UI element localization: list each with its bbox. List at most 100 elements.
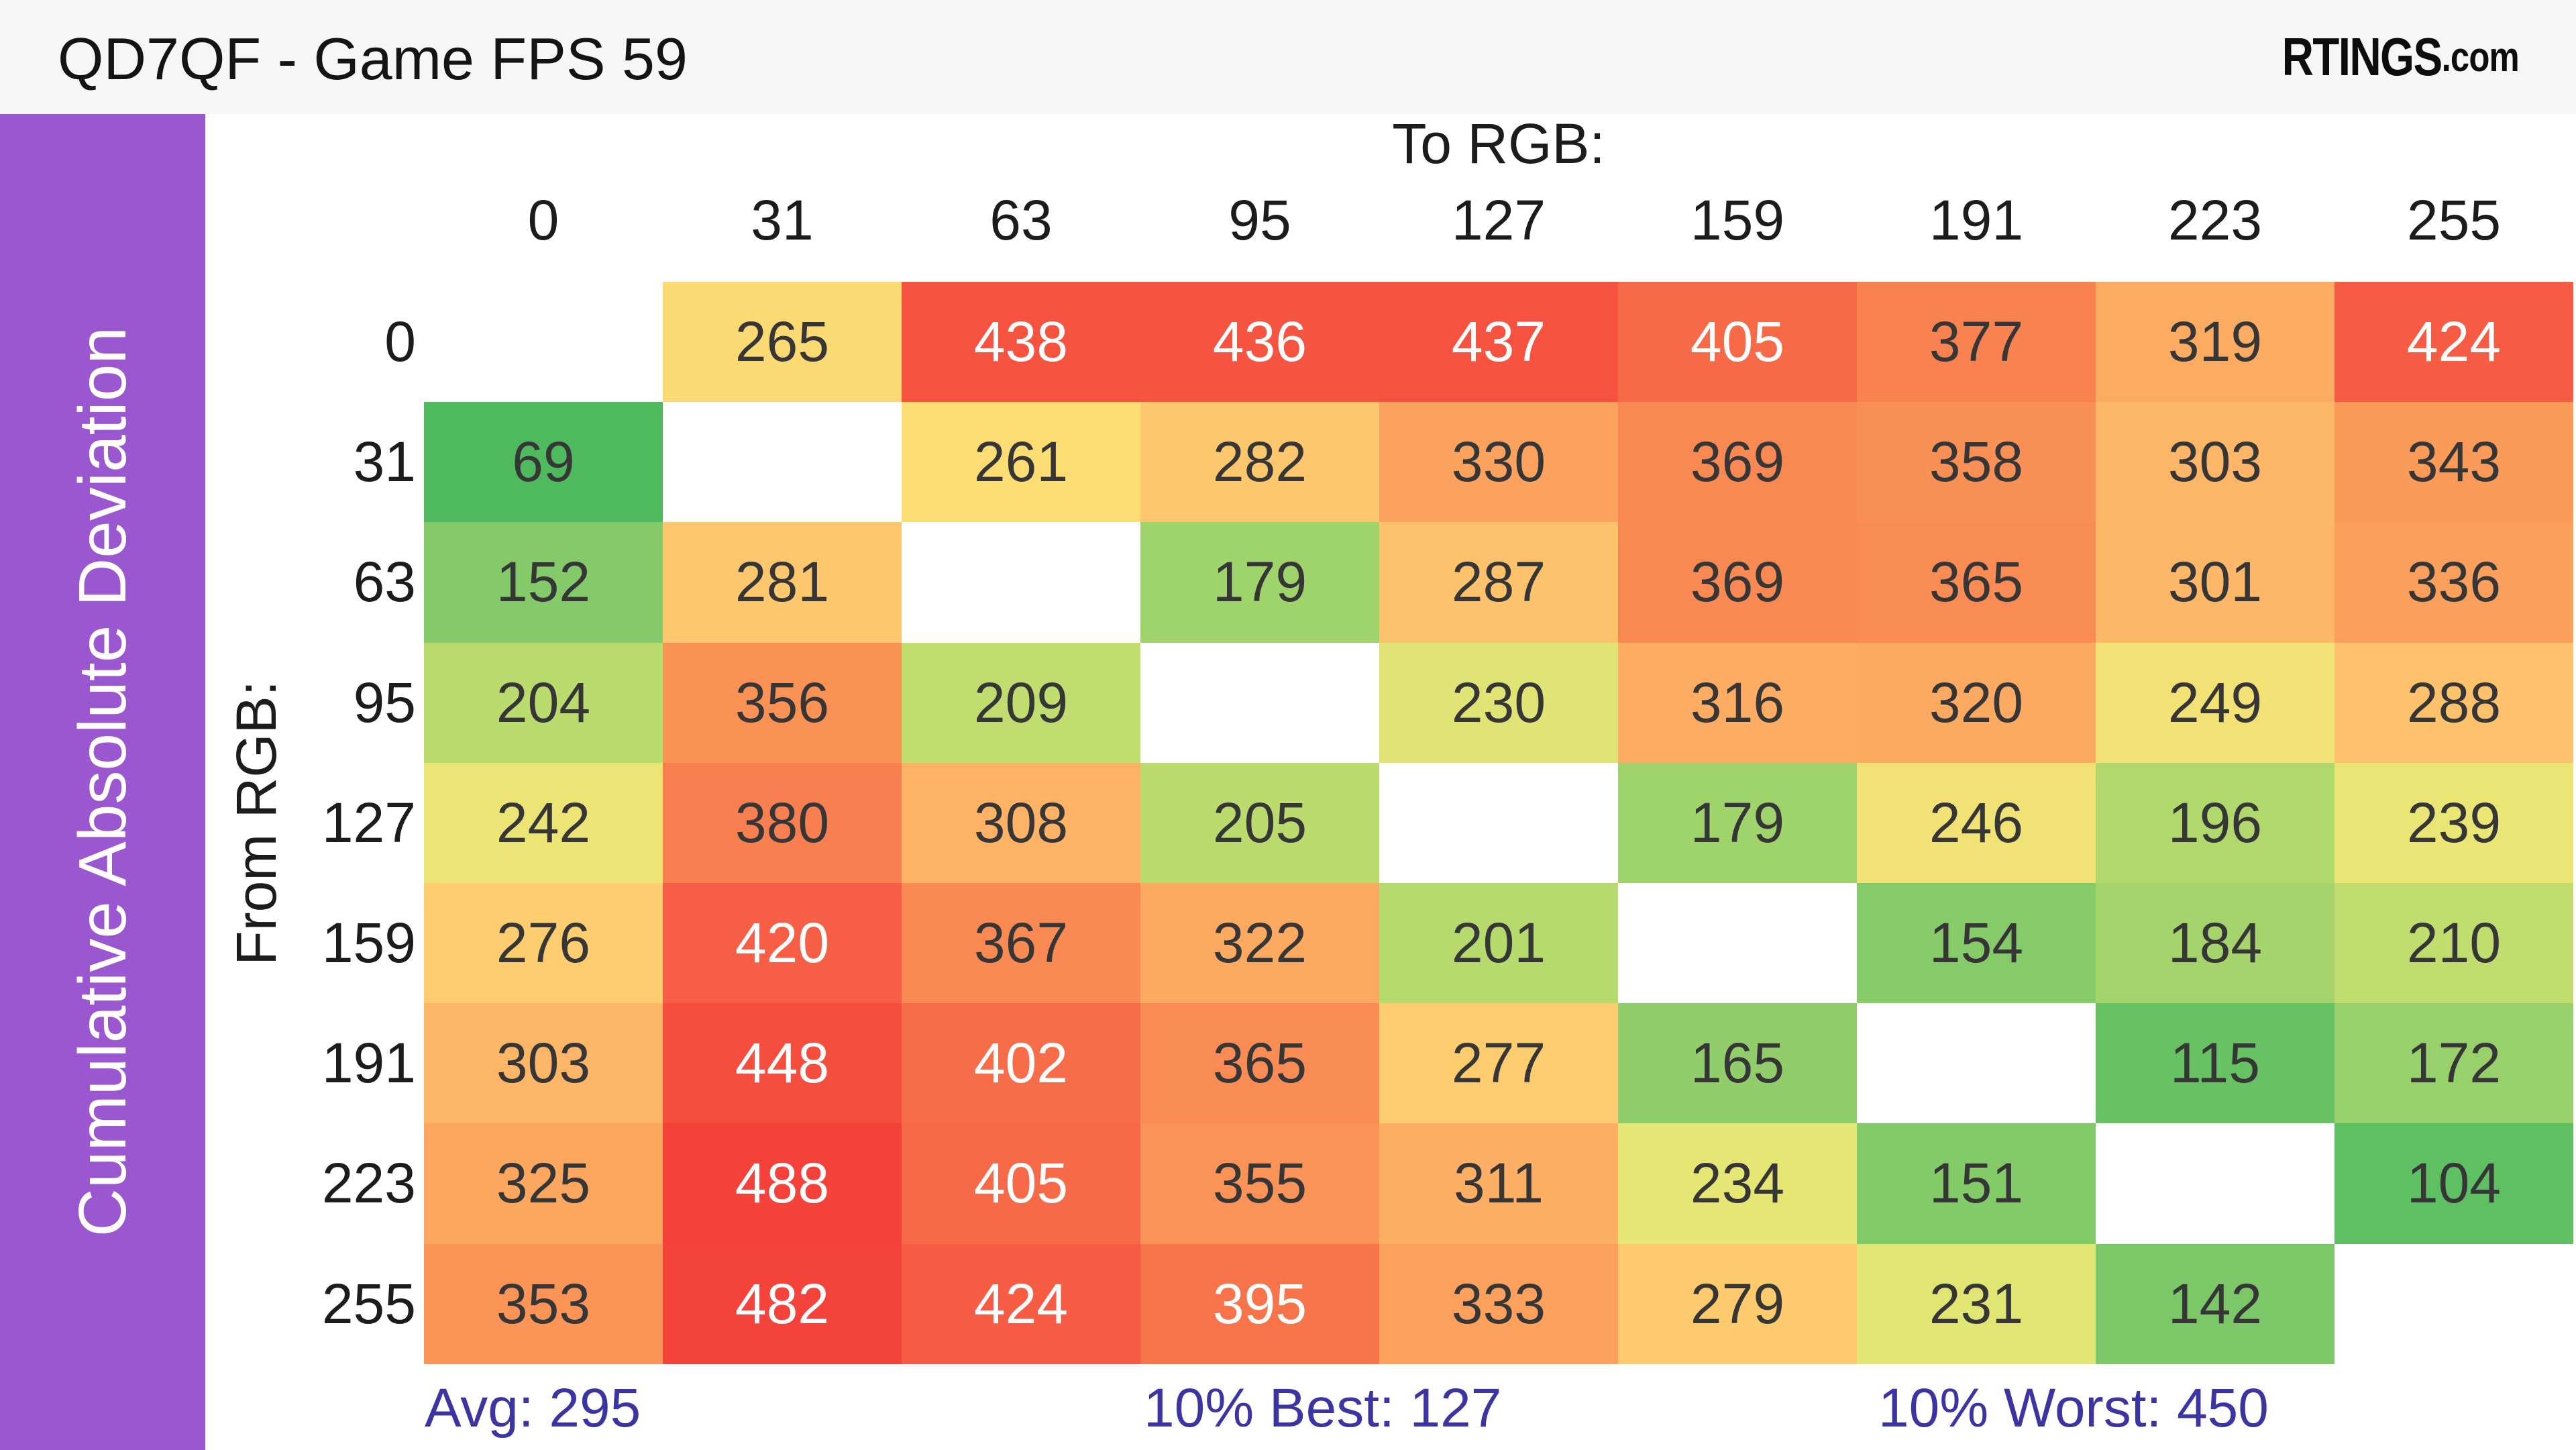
heatmap-cell: 308	[902, 762, 1140, 883]
row-header: 95	[353, 670, 416, 734]
heatmap-cell: 276	[424, 882, 663, 1004]
heatmap-cell: 172	[2334, 1003, 2573, 1124]
heatmap-cell: 288	[2334, 642, 2573, 763]
heatmap-row: 31 69 261 282 330 369 358 303 343	[354, 402, 2573, 523]
heatmap-cell: 380	[663, 762, 902, 883]
heatmap-cell: 104	[2334, 1123, 2573, 1244]
heatmap-cell: 239	[2334, 762, 2573, 883]
metric-title: Cumulative Absolute Deviation	[64, 327, 140, 1237]
heatmap-row: 0 265 438 436 437 405 377 319 424	[384, 282, 2573, 403]
heatmap-cell: 287	[1379, 522, 1618, 643]
heatmap-cell: 395	[1140, 1243, 1379, 1364]
heatmap-cell: 282	[1140, 402, 1379, 523]
heatmap-cell: 336	[2334, 522, 2573, 643]
heatmap-cell: 405	[1618, 282, 1857, 403]
heatmap-cell: 488	[663, 1123, 902, 1244]
heatmap-cell: 277	[1379, 1003, 1618, 1124]
heatmap-cell: 210	[2334, 882, 2573, 1004]
row-header: 223	[321, 1151, 416, 1215]
heatmap-cell: 301	[2096, 522, 2334, 643]
heatmap-cell	[663, 402, 902, 523]
row-header: 127	[321, 790, 416, 854]
heatmap-cell: 281	[663, 522, 902, 643]
row-header: 159	[321, 911, 416, 975]
row-header: 191	[321, 1031, 416, 1095]
heatmap-cell: 303	[2096, 402, 2334, 523]
heatmap-cell	[1857, 1003, 2096, 1124]
heatmap-cell: 230	[1379, 642, 1618, 763]
heatmap-cell: 142	[2096, 1243, 2334, 1364]
heatmap-cell: 115	[2096, 1003, 2334, 1124]
heatmap-cell: 201	[1379, 882, 1618, 1004]
rtings-logo: RTINGS .com	[2282, 0, 2520, 114]
heatmap-cell: 249	[2096, 642, 2334, 763]
heatmap-cell: 377	[1857, 282, 2096, 403]
heatmap-cell: 358	[1857, 402, 2096, 523]
heatmap-cell: 316	[1618, 642, 1857, 763]
column-header: 223	[2167, 188, 2263, 252]
header: QD7QF - Game FPS 59 RTINGS .com	[0, 0, 2576, 114]
heatmap-cell: 365	[1140, 1003, 1379, 1124]
heatmap-row: 95 204 356 209 230 316 320 249 288	[354, 642, 2573, 763]
heatmap-cell	[2096, 1123, 2334, 1244]
rtings-logo-text: RTINGS	[2282, 27, 2443, 87]
heatmap-cell: 438	[902, 282, 1140, 403]
heatmap-cell: 448	[663, 1003, 902, 1124]
heatmap-row: 63 152 281 179 287 369 365 301 336	[354, 522, 2573, 643]
column-header: 127	[1451, 188, 1546, 252]
heatmap-cell: 234	[1618, 1123, 1857, 1244]
heatmap-cell: 436	[1140, 282, 1379, 403]
stat-10pct-best: 10% Best: 127	[1144, 1378, 1502, 1439]
stat-average: Avg: 295	[425, 1378, 641, 1439]
heatmap-cell: 279	[1618, 1243, 1857, 1364]
heatmap-cell: 205	[1140, 762, 1379, 883]
heatmap-cell: 303	[424, 1003, 663, 1124]
page-title: QD7QF - Game FPS 59	[58, 25, 688, 92]
stat-10pct-worst: 10% Worst: 450	[1878, 1378, 2269, 1439]
heatmap-cell: 355	[1140, 1123, 1379, 1244]
heatmap-row: 255 353 482 424 395 333 279 231 142	[322, 1243, 2573, 1364]
column-headers: 0 31 63 95 127 159 191 223 255	[424, 161, 2573, 279]
heatmap-cell: 333	[1379, 1243, 1618, 1364]
rtings-logo-suffix: .com	[2441, 34, 2520, 81]
heatmap-cell: 154	[1857, 882, 2096, 1004]
heatmap-row: 223 325 488 405 355 311 234 151 104	[322, 1123, 2573, 1244]
heatmap-cell: 319	[2096, 282, 2334, 403]
heatmap-cell: 343	[2334, 402, 2573, 523]
heatmap-cell	[1618, 882, 1857, 1004]
heatmap-cell: 424	[902, 1243, 1140, 1364]
heatmap-cell: 209	[902, 642, 1140, 763]
row-header: 31	[353, 430, 416, 494]
row-header: 63	[353, 550, 416, 614]
heatmap-grid: 0 265 438 436 437 405 377 319 424 31 69 261 282 330 36…	[322, 282, 2573, 1364]
heatmap-cell: 69	[424, 402, 663, 523]
column-header: 31	[751, 188, 814, 252]
heatmap-cell	[2334, 1243, 2573, 1364]
heatmap-cell: 231	[1857, 1243, 2096, 1364]
heatmap-cell	[902, 522, 1140, 643]
heatmap-cell: 320	[1857, 642, 2096, 763]
heatmap-cell: 482	[663, 1243, 902, 1364]
x-axis-title: To RGB:	[1392, 112, 1605, 175]
heatmap-cell: 204	[424, 642, 663, 763]
heatmap-cell: 242	[424, 762, 663, 883]
row-header: 0	[384, 310, 416, 374]
heatmap-row: 159 276 420 367 322 201 154 184 210	[322, 882, 2573, 1004]
heatmap-cell: 265	[663, 282, 902, 403]
heatmap-cell: 405	[902, 1123, 1140, 1244]
heatmap-row: 191 303 448 402 365 277 165 115 172	[322, 1003, 2573, 1124]
heatmap-cell: 179	[1140, 522, 1379, 643]
heatmap-cell	[424, 282, 663, 403]
metric-sidebar: Cumulative Absolute Deviation	[0, 114, 205, 1450]
heatmap-cell: 356	[663, 642, 902, 763]
heatmap-cell	[1379, 762, 1618, 883]
heatmap-cell: 369	[1618, 402, 1857, 523]
heatmap-cell: 369	[1618, 522, 1857, 643]
heatmap-cell: 151	[1857, 1123, 2096, 1244]
heatmap-cell: 353	[424, 1243, 663, 1364]
column-header: 191	[1929, 188, 2024, 252]
heatmap-cell: 365	[1857, 522, 2096, 643]
row-header: 255	[321, 1272, 416, 1335]
heatmap-row: 127 242 380 308 205 179 246 196 239	[322, 762, 2573, 883]
